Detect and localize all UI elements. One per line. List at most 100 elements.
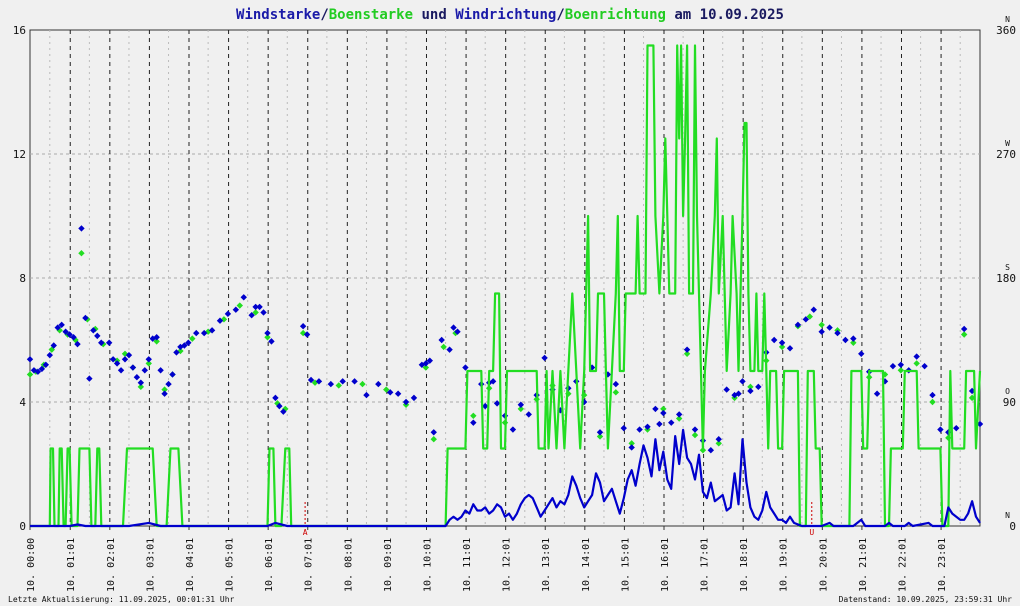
gust_direction-point — [913, 360, 920, 367]
wind_direction-point — [889, 362, 897, 370]
wind_direction-point — [620, 424, 627, 432]
gust_direction-point — [335, 382, 342, 389]
wind_direction-point — [276, 402, 283, 410]
footer-last-update: Letzte Aktualisierung: 11.09.2025, 00:01… — [8, 595, 235, 604]
wind_direction-point — [723, 386, 730, 393]
gust_speed-line — [30, 44, 982, 528]
gust_direction-point — [778, 343, 786, 351]
gust_direction-point — [660, 405, 667, 413]
title-und: und — [413, 7, 455, 23]
wind_direction-point — [739, 378, 746, 385]
wind_direction-point — [30, 367, 38, 374]
wind_direction-point — [493, 400, 501, 407]
wind_direction-point — [802, 316, 810, 323]
y-left-tick-label: 8 — [19, 272, 26, 285]
wind_direction-point — [121, 356, 129, 363]
x-tick-label: 10. 21:01 — [858, 538, 869, 592]
x-tick-label: 10. 00:00 — [26, 538, 37, 592]
gust_direction-point — [517, 405, 525, 413]
wind_direction-point — [145, 356, 152, 363]
wind_direction-point — [489, 378, 497, 385]
wind_direction-point — [78, 225, 85, 232]
gust_direction-point — [252, 309, 259, 316]
wind_direction-point — [683, 346, 691, 353]
wind_direction-point — [450, 324, 457, 331]
gust_direction-point — [968, 394, 976, 402]
gust_direction-point — [161, 386, 168, 393]
wind_direction-point — [660, 409, 667, 417]
x-tick-label: 10. 18:01 — [739, 538, 750, 592]
wind_direction-point — [133, 374, 141, 381]
event-marker-label: U — [809, 528, 814, 537]
wind_direction-point — [327, 380, 335, 388]
x-tick-label: 10. 05:01 — [225, 538, 236, 592]
x-tick-label: 10. 02:01 — [106, 538, 117, 592]
wind_direction-point — [169, 371, 176, 378]
y-right-direction-letter: W — [1005, 139, 1010, 148]
gust_direction-point — [675, 415, 683, 422]
gust_direction-point — [699, 447, 707, 454]
wind_direction-point — [173, 349, 180, 356]
wind_direction-point — [240, 294, 247, 301]
wind_direction-point — [826, 324, 833, 331]
wind_direction-point — [755, 383, 762, 391]
wind_direction-point — [945, 429, 952, 436]
wind_direction-point — [46, 351, 53, 359]
wind_direction-point — [818, 328, 825, 335]
gust_direction-point — [945, 434, 952, 442]
y-right-direction-letter: S — [1005, 263, 1010, 272]
wind_direction-point — [778, 339, 786, 346]
title-boenstarke: Boenstarke — [329, 7, 413, 23]
wind_direction-point — [410, 394, 418, 402]
wind_direction-point — [315, 378, 323, 385]
wind_direction-point — [339, 378, 346, 385]
wind_direction-point — [509, 426, 517, 433]
gust_direction-point — [806, 313, 813, 320]
wind_direction-point — [858, 350, 865, 357]
gust_direction-point — [78, 250, 85, 257]
series-layer — [26, 44, 984, 528]
wind_direction-point — [786, 345, 794, 352]
wind_direction-point — [668, 419, 675, 426]
wind_direction-point — [248, 312, 255, 319]
wind_direction-point — [129, 364, 137, 371]
gust_direction-point — [440, 343, 447, 351]
title-sep2: / — [556, 7, 564, 23]
gust_direction-point — [818, 321, 825, 329]
wind_direction-point — [125, 351, 133, 359]
title-date: am 10.09.2025 — [666, 7, 784, 23]
x-tick-label: 10. 07:01 — [304, 538, 315, 592]
wind_direction-point — [94, 332, 101, 340]
gust_direction-point — [137, 383, 145, 391]
wind_direction-point — [644, 423, 651, 430]
gust_direction-point — [430, 436, 437, 443]
wind_direction-point — [604, 371, 612, 378]
wind_direction-point — [280, 408, 287, 415]
wind_direction-point — [929, 391, 936, 399]
wind_direction-point — [707, 447, 715, 454]
gust_direction-point — [359, 380, 366, 388]
wind_direction-point — [268, 338, 275, 345]
x-tick-label: 10. 22:01 — [897, 538, 908, 592]
wind_direction-point — [921, 362, 928, 370]
wind_direction-point — [161, 390, 168, 397]
x-tick-label: 10. 08:01 — [343, 538, 354, 592]
y-left-tick-label: 4 — [19, 396, 26, 409]
wind_direction-point — [596, 429, 604, 436]
wind_direction-point — [86, 375, 93, 382]
wind_direction-point — [612, 380, 620, 388]
wind_direction-point — [50, 342, 57, 349]
grid — [30, 30, 980, 526]
gust_direction-point — [683, 350, 691, 357]
gust_direction-point — [236, 302, 243, 309]
wind_direction-point — [402, 398, 410, 406]
x-tick-label: 10. 06:01 — [264, 538, 275, 592]
wind_direction-point — [74, 340, 81, 348]
wind_direction-point — [953, 424, 960, 432]
x-tick-label: 10. 23:01 — [937, 538, 948, 592]
wind_direction-point — [770, 336, 778, 344]
y-right-direction-letter: O — [1005, 387, 1010, 396]
wind_direction-point — [968, 387, 976, 395]
wind_direction-point — [299, 323, 307, 330]
